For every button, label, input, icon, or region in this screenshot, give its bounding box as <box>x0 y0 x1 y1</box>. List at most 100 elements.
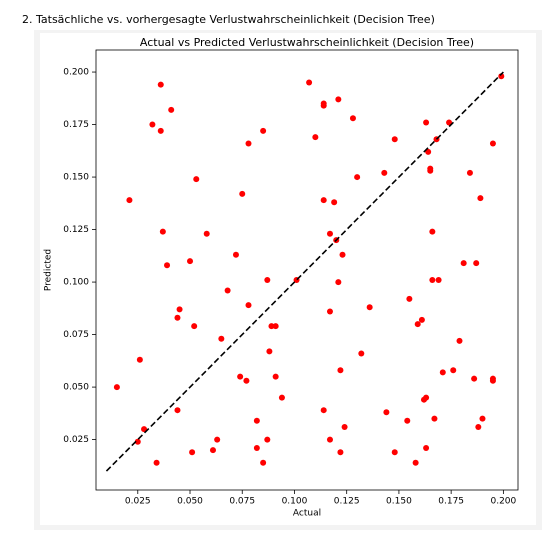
point <box>326 436 333 443</box>
point <box>141 426 148 433</box>
point <box>191 323 198 330</box>
point <box>214 436 221 443</box>
point <box>431 415 438 422</box>
x-tick-label: 0.150 <box>386 497 412 507</box>
point <box>278 394 285 401</box>
point <box>203 230 210 237</box>
point <box>260 459 267 466</box>
point <box>157 81 164 88</box>
point <box>153 459 160 466</box>
heading: 2. Tatsächliche vs. vorhergesagte Verlus… <box>22 13 435 26</box>
point <box>460 260 467 267</box>
point <box>331 199 338 206</box>
point <box>473 260 480 267</box>
point <box>425 148 432 155</box>
point <box>423 394 430 401</box>
point <box>157 127 164 134</box>
point <box>126 197 133 204</box>
point <box>237 373 244 380</box>
x-tick-label: 0.025 <box>125 497 151 507</box>
point <box>320 407 327 414</box>
point <box>335 279 342 286</box>
point <box>312 134 319 141</box>
point <box>306 79 313 86</box>
figure <box>40 33 536 525</box>
point <box>429 276 436 283</box>
point <box>266 348 273 355</box>
point <box>341 423 348 430</box>
point <box>366 304 373 311</box>
point <box>466 169 473 176</box>
point <box>456 337 463 344</box>
x-tick-label: 0.100 <box>282 497 308 507</box>
point <box>489 377 496 384</box>
point <box>134 438 141 445</box>
point <box>136 356 143 363</box>
point <box>320 197 327 204</box>
x-axis-label: Actual <box>293 509 321 519</box>
point <box>113 384 120 391</box>
point <box>335 96 342 103</box>
point <box>337 449 344 456</box>
point <box>187 258 194 265</box>
point <box>429 228 436 235</box>
point <box>391 136 398 143</box>
point <box>326 308 333 315</box>
point <box>439 369 446 376</box>
point <box>245 140 252 147</box>
y-axis-label: Predicted <box>44 249 54 291</box>
point <box>381 169 388 176</box>
point <box>339 251 346 258</box>
point <box>253 444 260 451</box>
x-tick-label: 0.125 <box>334 497 360 507</box>
point <box>489 140 496 147</box>
y-tick-label: 0.150 <box>63 173 89 183</box>
point <box>193 176 200 183</box>
point <box>239 190 246 197</box>
y-tick-label: 0.125 <box>63 225 89 235</box>
y-tick-label: 0.200 <box>63 68 89 78</box>
point <box>349 115 356 122</box>
point <box>446 119 453 126</box>
x-tick-label: 0.075 <box>229 497 255 507</box>
point <box>479 415 486 422</box>
point <box>232 251 239 258</box>
point <box>253 417 260 424</box>
point <box>243 377 250 384</box>
y-tick-label: 0.100 <box>63 278 89 288</box>
point <box>264 436 271 443</box>
x-tick-label: 0.050 <box>177 497 203 507</box>
point <box>475 423 482 430</box>
x-tick-label: 0.200 <box>490 497 516 507</box>
point <box>326 230 333 237</box>
point <box>427 165 434 172</box>
point <box>320 102 327 109</box>
point <box>272 373 279 380</box>
point <box>159 228 166 235</box>
point <box>418 316 425 323</box>
point <box>412 459 419 466</box>
plot-frame <box>95 49 519 491</box>
point <box>149 121 156 128</box>
point <box>404 417 411 424</box>
point <box>435 276 442 283</box>
point <box>414 321 421 328</box>
point <box>383 409 390 416</box>
y-tick-label: 0.050 <box>63 383 89 393</box>
point <box>224 287 231 294</box>
point <box>164 262 171 269</box>
point <box>245 302 252 309</box>
point <box>406 295 413 302</box>
x-tick-label: 0.175 <box>438 497 464 507</box>
point <box>168 106 175 113</box>
point <box>423 444 430 451</box>
point <box>268 323 275 330</box>
point <box>477 195 484 202</box>
point <box>174 407 181 414</box>
point <box>391 449 398 456</box>
reference-line <box>105 71 504 472</box>
y-tick-label: 0.075 <box>63 330 89 340</box>
point <box>174 314 181 321</box>
